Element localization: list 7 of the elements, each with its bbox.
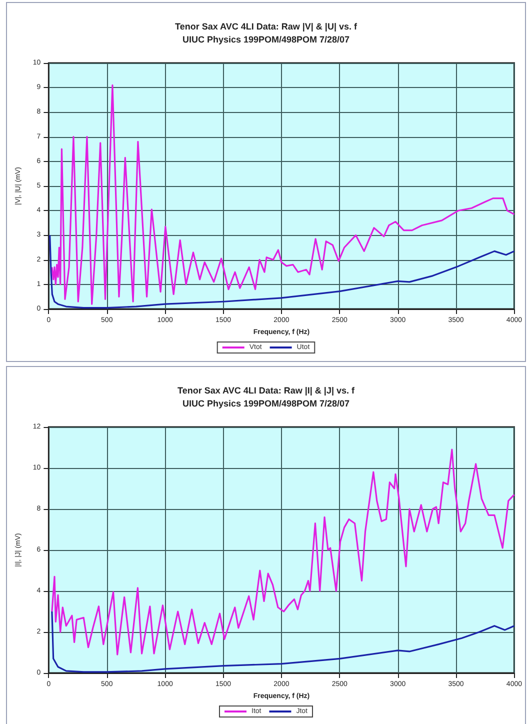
chart-title: Tenor Sax AVC 4LI Data: Raw |I| & |J| vs. f: [178, 386, 356, 396]
line-series: [51, 610, 516, 673]
line-series: [51, 448, 516, 656]
chart-subtitle: UIUC Physics 199POM/498POM 7/28/07: [182, 34, 350, 44]
chart-title: Tenor Sax AVC 4LI Data: Raw |V| & |U| vs. f: [175, 22, 358, 32]
line-series: [51, 84, 516, 305]
chart-subtitle: UIUC Physics 199POM/498POM 7/28/07: [182, 398, 350, 408]
